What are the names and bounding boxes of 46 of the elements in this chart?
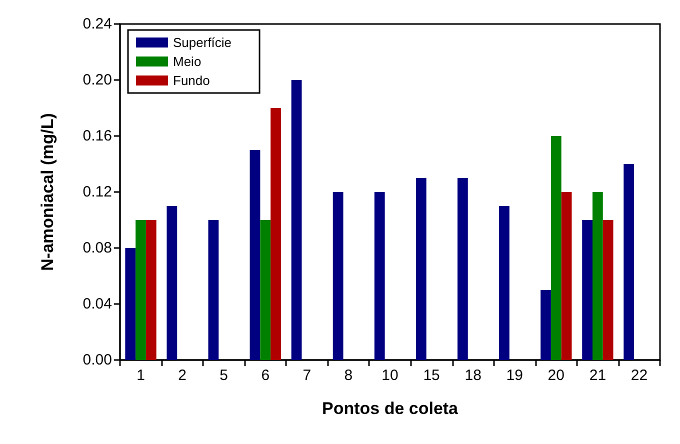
- bar: [136, 220, 146, 360]
- y-tick-label: 0.12: [82, 184, 112, 200]
- legend-label: Fundo: [173, 73, 210, 88]
- x-tick-label: 6: [261, 367, 270, 384]
- bar: [374, 192, 385, 360]
- legend-label: Meio: [173, 54, 202, 69]
- x-tick-label: 10: [382, 367, 398, 384]
- bar: [166, 206, 178, 360]
- x-axis-title: Pontos de coleta: [322, 399, 459, 418]
- y-tick-label: 0.24: [82, 16, 112, 32]
- x-tick-label: 7: [302, 367, 312, 384]
- x-tick-label: 22: [630, 367, 648, 384]
- bar: [291, 80, 302, 360]
- y-tick-label: 0.08: [82, 240, 112, 256]
- x-tick-label: 15: [423, 367, 440, 384]
- y-tick-label: 0.20: [82, 72, 112, 88]
- bar: [416, 178, 426, 360]
- x-tick-label: 18: [464, 367, 482, 384]
- x-tick-label: 20: [548, 367, 564, 384]
- bar: [458, 178, 468, 360]
- bar: [250, 150, 260, 360]
- y-axis-title: N-amoniacal (mg/L): [38, 113, 57, 271]
- bar: [260, 220, 271, 360]
- bar: [332, 192, 344, 360]
- legend-label: Superfície: [173, 35, 232, 50]
- bar: [624, 164, 634, 360]
- x-tick-label: 8: [344, 367, 353, 384]
- bar: [540, 290, 551, 360]
- bar: [582, 220, 592, 360]
- x-tick-label: 2: [178, 367, 186, 384]
- bar: [125, 248, 136, 360]
- bar: [550, 136, 562, 360]
- bar: [499, 206, 510, 360]
- bar: [561, 192, 572, 360]
- x-tick-label: 21: [589, 367, 606, 384]
- bar: [208, 220, 219, 360]
- y-tick-label: 0.04: [82, 296, 112, 312]
- x-tick-label: 1: [136, 367, 145, 384]
- x-tick-label: 5: [220, 367, 228, 384]
- bar: [270, 108, 281, 360]
- y-tick-label: 0.16: [82, 128, 112, 144]
- y-tick-label: 0.00: [82, 352, 112, 368]
- bar: [592, 192, 603, 360]
- bar: [602, 220, 614, 360]
- x-tick-label: 19: [506, 367, 523, 384]
- bar: [146, 220, 156, 360]
